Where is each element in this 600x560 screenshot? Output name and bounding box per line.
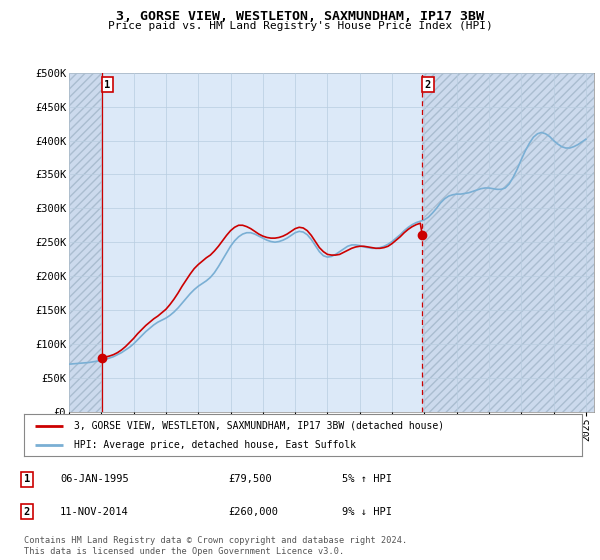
Text: 2: 2: [425, 80, 431, 90]
Bar: [69, 73, 102, 412]
Text: 11-NOV-2014: 11-NOV-2014: [60, 507, 129, 517]
Text: 1: 1: [104, 80, 110, 90]
Bar: [422, 73, 594, 412]
Bar: [422, 73, 594, 412]
Text: 1: 1: [24, 474, 30, 484]
Text: £79,500: £79,500: [228, 474, 272, 484]
Text: 2: 2: [24, 507, 30, 517]
Text: 3, GORSE VIEW, WESTLETON, SAXMUNDHAM, IP17 3BW (detached house): 3, GORSE VIEW, WESTLETON, SAXMUNDHAM, IP…: [74, 421, 445, 431]
Bar: [69, 73, 102, 412]
Text: 9% ↓ HPI: 9% ↓ HPI: [342, 507, 392, 517]
Text: Price paid vs. HM Land Registry's House Price Index (HPI): Price paid vs. HM Land Registry's House …: [107, 21, 493, 31]
Text: £260,000: £260,000: [228, 507, 278, 517]
Text: HPI: Average price, detached house, East Suffolk: HPI: Average price, detached house, East…: [74, 440, 356, 450]
Text: 5% ↑ HPI: 5% ↑ HPI: [342, 474, 392, 484]
Text: Contains HM Land Registry data © Crown copyright and database right 2024.
This d: Contains HM Land Registry data © Crown c…: [24, 536, 407, 556]
Text: 06-JAN-1995: 06-JAN-1995: [60, 474, 129, 484]
Text: 3, GORSE VIEW, WESTLETON, SAXMUNDHAM, IP17 3BW: 3, GORSE VIEW, WESTLETON, SAXMUNDHAM, IP…: [116, 10, 484, 23]
